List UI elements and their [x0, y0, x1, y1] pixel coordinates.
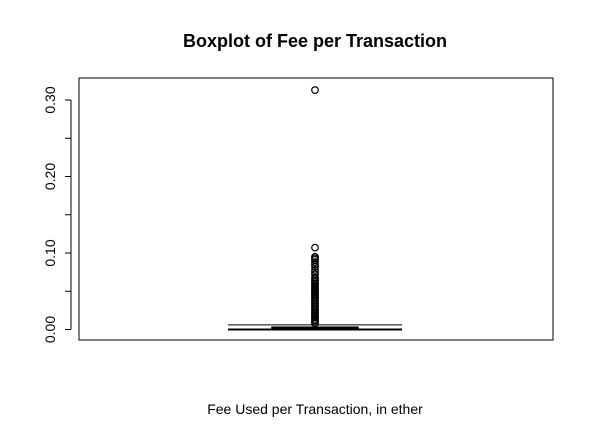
y-tick-label: 0.20	[42, 163, 58, 190]
outlier-point	[311, 243, 319, 252]
outlier-point	[311, 260, 319, 269]
y-tick-label: 0.10	[42, 239, 58, 266]
outlier-point	[311, 258, 319, 267]
y-tick-label: 0.00	[42, 316, 58, 343]
outlier-point	[311, 265, 319, 274]
y-axis: 0.00 0.10 0.20 0.30	[42, 86, 72, 343]
outlier-point	[311, 262, 319, 271]
outlier-point	[311, 86, 319, 94]
x-axis-label: Fee Used per Transaction, in ether	[207, 401, 423, 417]
y-tick-label: 0.30	[42, 86, 58, 113]
chart-title: Boxplot of Fee per Transaction	[183, 31, 447, 51]
plot-area	[228, 86, 402, 331]
plot-frame	[78, 77, 554, 341]
outlier-point	[311, 319, 319, 328]
